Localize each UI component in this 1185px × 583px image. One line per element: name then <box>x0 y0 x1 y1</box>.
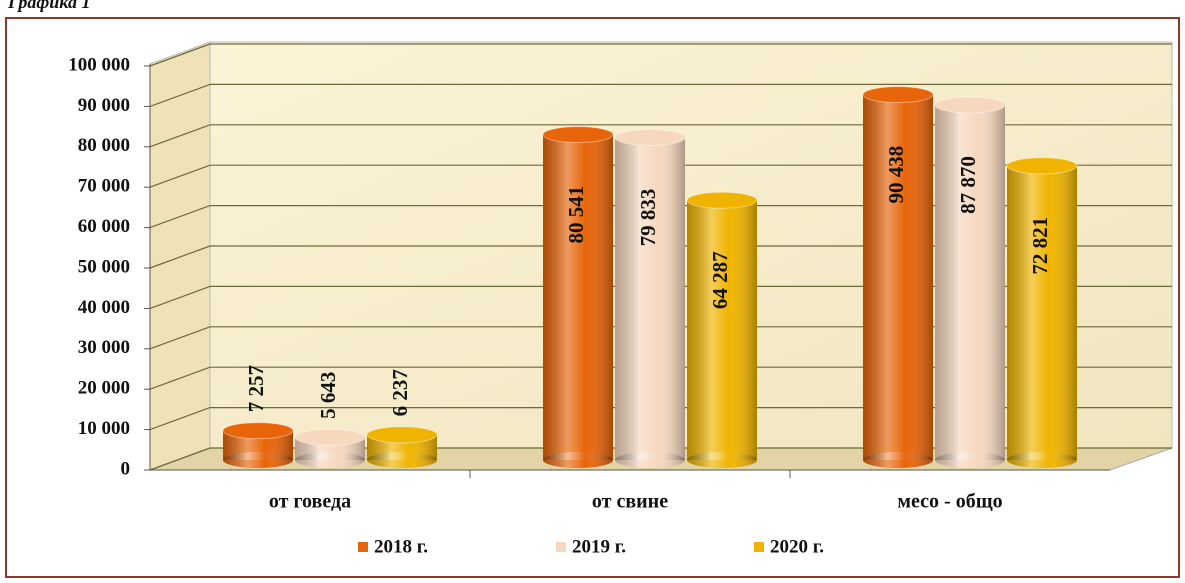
bar-top <box>222 422 294 440</box>
y-tick-label: 20 000 <box>78 378 130 399</box>
data-label: 80 541 <box>564 186 588 244</box>
legend-swatch <box>754 542 764 552</box>
legend-label: 2020 г. <box>770 536 824 557</box>
grid-line <box>149 407 211 431</box>
bar-top <box>366 426 438 444</box>
bar-top <box>1006 157 1078 175</box>
bar-shine <box>223 452 293 468</box>
bar-shine <box>687 452 757 468</box>
y-tick-label: 60 000 <box>78 216 130 237</box>
labels: 0 10 000 20 000 30 000 40 000 50 000 60 000 70 … <box>68 54 1052 557</box>
y-tick-label: 80 000 <box>78 135 130 156</box>
bar-top <box>542 126 614 144</box>
x-tick-label: от свине <box>592 491 668 513</box>
y-tick-label: 30 000 <box>78 337 130 358</box>
grid-line <box>149 285 211 309</box>
grid-line <box>149 366 211 390</box>
caption: Графика 1 <box>7 0 90 12</box>
grid-line <box>149 43 211 67</box>
y-tick-label: 10 000 <box>78 418 130 439</box>
grid-line <box>149 447 211 471</box>
data-label: 6 237 <box>388 369 412 416</box>
x-tick-label: от говеда <box>269 491 351 513</box>
bar-top <box>934 96 1006 114</box>
bar-shine <box>1007 165 1077 460</box>
bar-shine <box>295 452 365 468</box>
grid-line <box>149 164 211 188</box>
bar-shine <box>543 452 613 468</box>
bar-shine <box>935 452 1005 468</box>
data-label: 72 821 <box>1028 217 1052 275</box>
data-label: 90 438 <box>884 146 908 204</box>
y-tick-label: 90 000 <box>78 95 130 116</box>
legend-label: 2019 г. <box>572 536 626 557</box>
bar-shine <box>543 134 613 460</box>
bar-shine <box>687 200 757 460</box>
side-wall <box>149 41 211 471</box>
data-label: 64 287 <box>708 251 732 309</box>
grid-line <box>149 326 211 350</box>
data-label: 7 257 <box>244 365 268 412</box>
bar-shine <box>615 137 685 461</box>
bar-top <box>294 428 366 446</box>
bar-top <box>686 191 758 209</box>
bar-shine <box>863 94 933 460</box>
bar-top <box>862 86 934 104</box>
data-label: 79 833 <box>636 189 660 247</box>
grid-line <box>149 83 211 107</box>
y-tick-label: 40 000 <box>78 297 130 318</box>
bar-shine <box>1007 452 1077 468</box>
bar-shine <box>863 452 933 468</box>
legend-label: 2018 г. <box>374 536 428 557</box>
bar-top <box>614 128 686 146</box>
bar-shine <box>615 452 685 468</box>
bar-shine <box>935 105 1005 461</box>
y-tick-label: 50 000 <box>78 256 130 277</box>
legend-swatch <box>556 542 566 552</box>
grid-line <box>149 245 211 269</box>
y-tick-label: 100 000 <box>68 54 130 75</box>
y-tick-label: 70 000 <box>78 176 130 197</box>
x-tick-label: месо - общо <box>897 491 1002 513</box>
grid-line <box>149 124 211 148</box>
bars <box>222 86 1078 468</box>
legend-swatch <box>358 542 368 552</box>
data-label: 87 870 <box>956 156 980 214</box>
data-label: 5 643 <box>316 372 340 419</box>
grid-line <box>149 205 211 229</box>
y-tick-label: 0 <box>121 458 131 479</box>
bar-shine <box>367 452 437 468</box>
